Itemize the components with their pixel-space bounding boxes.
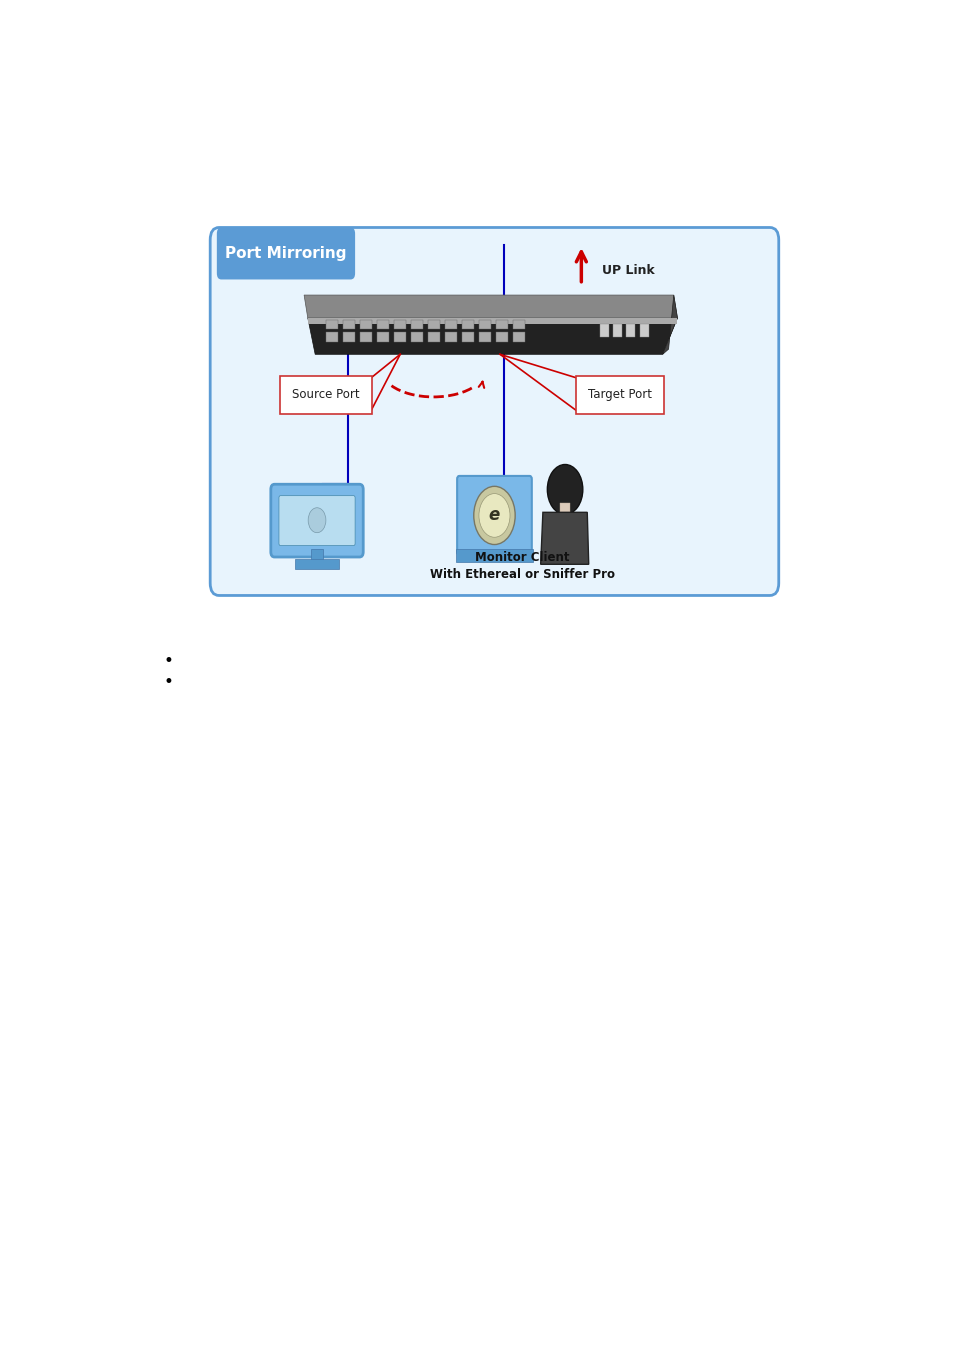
Polygon shape [304, 296, 677, 319]
FancyBboxPatch shape [216, 228, 355, 279]
Bar [343, 320, 355, 329]
Bar [513, 320, 524, 329]
FancyBboxPatch shape [280, 377, 372, 413]
Bar [559, 504, 570, 518]
Text: •: • [164, 652, 173, 670]
Bar [639, 324, 648, 336]
Text: e: e [488, 506, 499, 524]
Bar [445, 332, 456, 342]
Bar [599, 324, 608, 336]
Circle shape [547, 464, 582, 514]
Bar [626, 324, 635, 336]
Bar [411, 320, 423, 329]
Circle shape [474, 486, 515, 544]
Polygon shape [308, 319, 677, 354]
Bar [343, 332, 355, 342]
Bar [478, 320, 491, 329]
FancyBboxPatch shape [278, 495, 355, 545]
Bar [394, 332, 406, 342]
Polygon shape [540, 512, 588, 564]
Bar [311, 548, 323, 562]
Polygon shape [308, 319, 677, 324]
FancyBboxPatch shape [456, 477, 531, 555]
Bar [326, 332, 337, 342]
Text: •: • [164, 672, 173, 691]
Circle shape [308, 508, 326, 533]
Bar [613, 324, 621, 336]
Bar [394, 320, 406, 329]
Text: Monitor Client
With Ethereal or Sniffer Pro: Monitor Client With Ethereal or Sniffer … [429, 551, 614, 580]
Bar [294, 559, 339, 570]
Bar [428, 320, 439, 329]
Bar [360, 332, 372, 342]
Bar [326, 320, 337, 329]
Bar [445, 320, 456, 329]
Text: Port Mirroring: Port Mirroring [225, 246, 346, 261]
Bar [462, 320, 474, 329]
Bar [456, 548, 533, 562]
Text: Source Port: Source Port [293, 389, 359, 401]
Bar [478, 332, 491, 342]
Bar [428, 332, 439, 342]
Circle shape [478, 494, 510, 537]
Bar [513, 332, 524, 342]
Polygon shape [662, 296, 677, 354]
Bar [376, 332, 389, 342]
Bar [376, 320, 389, 329]
FancyBboxPatch shape [576, 377, 663, 413]
Bar [496, 320, 508, 329]
Bar [462, 332, 474, 342]
FancyBboxPatch shape [210, 228, 778, 595]
Bar [411, 332, 423, 342]
FancyBboxPatch shape [271, 485, 363, 558]
Text: UP Link: UP Link [601, 263, 654, 277]
Text: Target Port: Target Port [588, 389, 652, 401]
Bar [360, 320, 372, 329]
Bar [496, 332, 508, 342]
